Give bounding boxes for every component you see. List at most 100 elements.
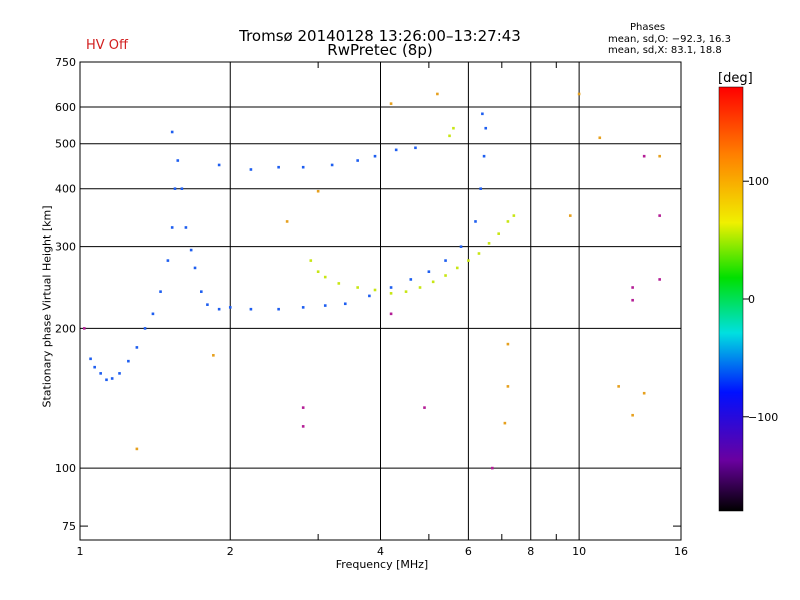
hv-status-label: HV Off: [86, 38, 128, 53]
data-point: [170, 226, 174, 229]
data-point: [277, 307, 280, 311]
data-point: [135, 346, 139, 349]
data-point: [484, 126, 488, 130]
data-point: [337, 282, 341, 285]
data-point: [404, 290, 408, 293]
phases-o-mode: mean, sd,O: −92.3, 16.3: [608, 34, 731, 45]
data-point: [373, 154, 377, 158]
y-tick-label: 100: [55, 462, 76, 475]
data-point: [467, 259, 470, 262]
y-tick-label: 75: [62, 520, 76, 533]
data-point: [285, 220, 289, 223]
y-tick-label: 500: [55, 138, 76, 151]
x-tick-label: 2: [227, 545, 234, 558]
data-point: [356, 159, 359, 162]
data-point: [93, 365, 96, 369]
data-point: [184, 226, 188, 229]
data-point: [481, 112, 484, 116]
x-tick-label: 6: [465, 545, 472, 558]
colorbar-gradient: [718, 86, 744, 512]
data-point: [173, 187, 177, 190]
data-point: [143, 327, 147, 330]
data-point: [389, 286, 393, 289]
data-point: [474, 220, 477, 223]
data-point: [301, 406, 305, 409]
data-point: [212, 354, 215, 357]
data-point: [110, 377, 114, 380]
data-point: [316, 189, 320, 193]
data-point: [452, 126, 455, 130]
data-point: [373, 288, 377, 292]
data-point: [189, 248, 193, 252]
data-point: [455, 266, 459, 270]
data-point: [301, 425, 305, 428]
data-point: [301, 306, 305, 309]
data-point: [409, 278, 413, 281]
data-point: [506, 385, 510, 388]
data-point: [658, 214, 661, 217]
x-tick-label: 8: [527, 545, 534, 558]
data-point: [512, 214, 516, 217]
y-tick-label: 200: [55, 322, 76, 335]
x-tick-label: 4: [377, 545, 384, 558]
data-point: [170, 130, 174, 134]
y-tick-label: 300: [55, 241, 76, 254]
data-point: [414, 146, 417, 150]
data-point: [127, 359, 130, 363]
data-point: [427, 270, 431, 273]
data-point: [642, 391, 646, 395]
colorbar-tick-label: 0: [748, 293, 755, 306]
data-point: [316, 270, 320, 273]
data-point: [193, 266, 197, 270]
x-tick-label: 16: [674, 545, 688, 558]
phase-colorbar: [deg] 100 0 −100: [718, 71, 778, 512]
data-point: [151, 312, 155, 316]
data-point: [389, 312, 393, 316]
data-point: [506, 220, 510, 223]
data-point: [135, 447, 139, 451]
data-point: [631, 298, 634, 302]
data-point: [431, 280, 435, 284]
y-tick-label: 600: [55, 101, 76, 114]
y-tick-label: 400: [55, 183, 76, 196]
data-point: [217, 307, 221, 311]
colorbar-tick-label: 100: [748, 175, 769, 188]
data-point: [491, 466, 494, 470]
data-point: [448, 134, 451, 138]
data-point: [658, 154, 661, 158]
data-point: [389, 292, 393, 295]
y-tick-label: 750: [55, 56, 76, 69]
data-point: [217, 163, 221, 167]
data-point: [356, 286, 359, 289]
data-point: [617, 385, 620, 388]
data-point: [418, 286, 422, 289]
data-point: [343, 302, 347, 306]
data-point: [159, 290, 162, 293]
data-point: [89, 357, 92, 361]
data-point: [249, 307, 253, 311]
data-point: [631, 413, 634, 417]
data-point: [642, 154, 646, 158]
data-point: [309, 259, 313, 262]
chart-subtitle: RwPretec (8p): [327, 41, 433, 59]
x-tick-label: 1: [77, 545, 84, 558]
data-point: [503, 421, 507, 425]
data-point: [301, 165, 305, 169]
chart-title: Tromsø 20140128 13:26:00–13:27:43: [239, 27, 521, 45]
x-axis-label: Frequency [MHz]: [335, 558, 429, 571]
plot-frame: [79, 61, 682, 541]
data-point: [330, 163, 334, 167]
data-point: [200, 290, 203, 293]
data-point: [577, 92, 581, 96]
data-point: [444, 259, 447, 262]
data-point: [487, 242, 491, 245]
data-point: [118, 372, 121, 375]
data-point: [166, 259, 170, 262]
data-point: [598, 136, 602, 140]
data-point: [105, 378, 108, 382]
data-point: [477, 252, 481, 255]
data-point: [506, 342, 510, 346]
data-point: [423, 406, 426, 409]
colorbar-tick-label: −100: [748, 411, 778, 424]
